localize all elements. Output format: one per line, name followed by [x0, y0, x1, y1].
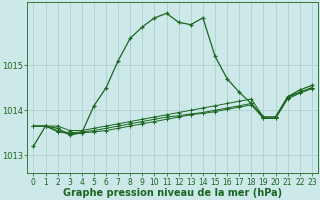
X-axis label: Graphe pression niveau de la mer (hPa): Graphe pression niveau de la mer (hPa) — [63, 188, 282, 198]
